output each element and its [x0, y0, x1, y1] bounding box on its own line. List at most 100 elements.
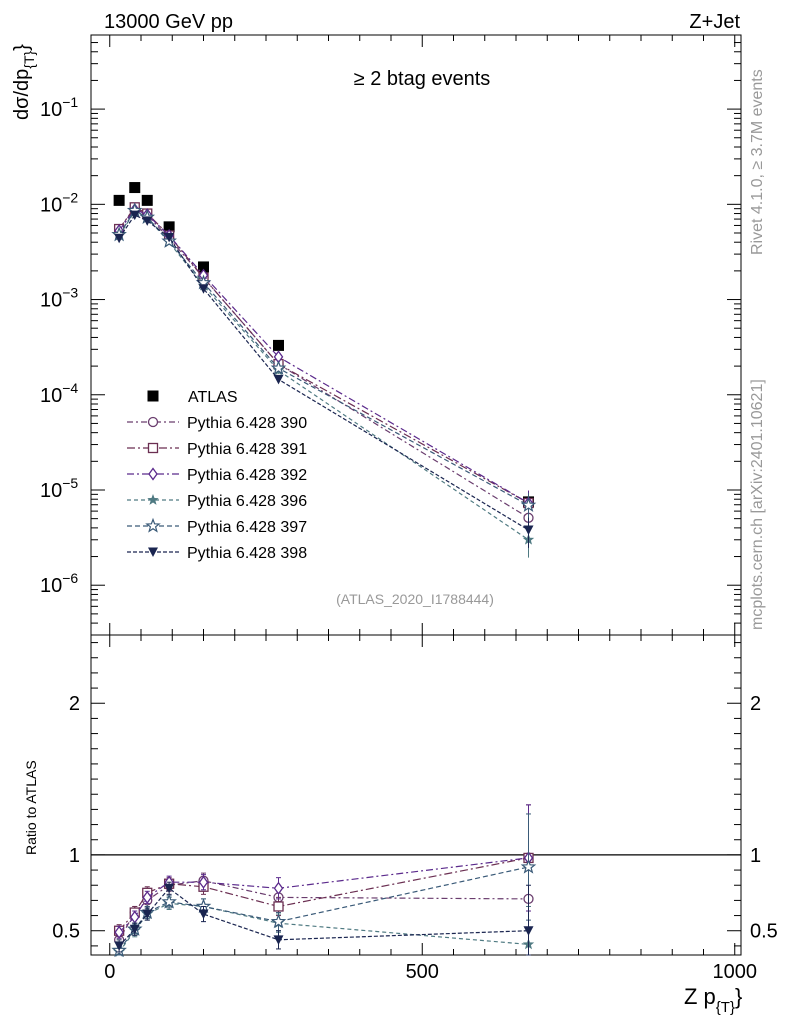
- data-point: [129, 182, 141, 194]
- ratio-y-tick-label: 0.5: [52, 921, 80, 943]
- legend-label: Pythia 6.428 398: [187, 545, 307, 562]
- legend-entry-pythia-6-428-392: Pythia 6.428 392: [127, 467, 307, 484]
- ratio-series-pythia-6-428-391: [113, 804, 534, 938]
- x-tick-label: 1000: [713, 961, 758, 983]
- selection-label: ≥ 2 btag events: [354, 68, 491, 90]
- data-point: [142, 216, 153, 226]
- mcplots-label: mcplots.cern.ch [arXiv:2401.10621]: [749, 379, 766, 630]
- legend-label: Pythia 6.428 397: [187, 519, 307, 536]
- svg-text:Rivet 4.1.0, ≥ 3.7M events: Rivet 4.1.0, ≥ 3.7M events: [749, 69, 766, 255]
- ratio-line: [118, 857, 529, 932]
- data-point: [273, 374, 284, 385]
- series-line: [118, 208, 529, 504]
- svg-text:Z p{T}}: Z p{T}}: [684, 984, 742, 1016]
- legend-marker: [147, 442, 159, 454]
- x-axis-title: Z p{T}}: [684, 984, 742, 1016]
- energy-label: 13000 GeV pp: [104, 11, 233, 33]
- ratio-series-pythia-6-428-390: [113, 852, 534, 947]
- legend-marker: [147, 494, 159, 505]
- ratio-point: [273, 881, 284, 895]
- main-y-tick-label: 10−5: [40, 475, 78, 502]
- data-point: [113, 194, 125, 206]
- legend-label: Pythia 6.428 390: [187, 415, 307, 432]
- legend-entry-pythia-6-428-390: Pythia 6.428 390: [127, 415, 307, 432]
- data-point: [163, 221, 175, 233]
- series-line: [118, 214, 529, 531]
- ratio-series-pythia-6-428-396: [113, 896, 535, 957]
- ratio-line: [118, 880, 529, 941]
- series-pythia-6-428-396: [113, 205, 535, 558]
- legend-entry-pythia-6-428-391: Pythia 6.428 391: [127, 441, 307, 458]
- data-point: [129, 210, 140, 221]
- ratio-line: [118, 887, 529, 947]
- series-pythia-6-428-398: [114, 210, 534, 548]
- ratio-point: [523, 926, 534, 936]
- legend: ATLAS Pythia 6.428 390 Pythia 6.428 391 Pyt…: [127, 389, 307, 562]
- ratio-panel-frame: [90, 634, 742, 956]
- series-atlas: [113, 182, 534, 508]
- legend-marker: [145, 517, 161, 533]
- svg-text:Ratio to ATLAS: Ratio to ATLAS: [23, 760, 39, 855]
- ratio-line: [118, 902, 529, 953]
- ratio-point: [198, 909, 209, 920]
- ratio-point: [161, 893, 177, 909]
- ratio-point: [114, 941, 125, 951]
- data-point: [114, 233, 125, 244]
- legend-label: ATLAS: [188, 389, 238, 406]
- main-y-axis-title: dσ/dp{T}}: [11, 44, 37, 120]
- ratio-y-tick-label: 2: [69, 693, 80, 715]
- main-y-tick-label: 10−1: [40, 94, 78, 121]
- ratio-y-tick-label-right: 2: [750, 693, 761, 715]
- main-y-tick-label: 10−4: [40, 380, 78, 407]
- analysis-label: (ATLAS_2020_I1788444): [336, 591, 494, 607]
- legend-entry-pythia-6-428-398: Pythia 6.428 398: [127, 545, 307, 562]
- legend-entry-pythia-6-428-396: Pythia 6.428 396: [127, 493, 307, 510]
- legend-entry-atlas: ATLAS: [147, 389, 238, 406]
- legend-marker: [148, 467, 158, 481]
- ratio-point: [270, 913, 287, 929]
- ratio-y-tick-label-right: 1: [750, 845, 761, 867]
- rivet-label: Rivet 4.1.0, ≥ 3.7M events: [749, 69, 766, 255]
- ratio-point: [273, 935, 284, 945]
- ratio-series-pythia-6-428-397: [111, 813, 537, 958]
- ratio-point: [142, 890, 153, 904]
- data-point: [198, 284, 209, 294]
- series-pythia-6-428-390: [113, 203, 534, 536]
- main-y-tick-label: 10−3: [40, 285, 78, 312]
- ratio-series-pythia-6-428-392: [114, 804, 534, 939]
- series-line: [118, 210, 529, 541]
- legend-entry-pythia-6-428-397: Pythia 6.428 397: [127, 517, 307, 536]
- data-point: [273, 339, 284, 351]
- ratio-point: [114, 925, 124, 939]
- x-tick-label: 0: [104, 961, 115, 983]
- ratio-y-tick-label-right: 0.5: [750, 921, 778, 943]
- x-tick-label: 500: [406, 961, 439, 983]
- legend-label: Pythia 6.428 391: [187, 441, 307, 458]
- legend-marker: [147, 416, 159, 428]
- ratio-y-tick-label: 1: [69, 845, 80, 867]
- ratio-point: [520, 858, 537, 874]
- ratio-point: [198, 875, 209, 889]
- series-line: [118, 209, 529, 506]
- ratio-point: [129, 924, 140, 935]
- svg-text:mcplots.cern.ch [arXiv:2401.10: mcplots.cern.ch [arXiv:2401.10621]: [749, 379, 766, 630]
- data-point: [523, 525, 534, 536]
- legend-marker: [147, 390, 159, 402]
- main-y-tick-label: 10−6: [40, 570, 78, 597]
- legend-label: Pythia 6.428 396: [187, 493, 307, 510]
- process-label: Z+Jet: [689, 11, 740, 33]
- ratio-series-pythia-6-428-398: [114, 881, 534, 956]
- data-point: [270, 360, 287, 375]
- legend-label: Pythia 6.428 392: [187, 467, 307, 484]
- ratio-y-axis-title: Ratio to ATLAS: [23, 760, 39, 855]
- main-plot-area: 10−1 10−2 10−3 10−4 10−5 10−6: [40, 35, 741, 636]
- data-point: [520, 497, 537, 512]
- legend-marker: [148, 547, 158, 557]
- ratio-point: [164, 883, 175, 894]
- ratio-point: [142, 909, 153, 920]
- data-point: [141, 194, 153, 206]
- ratio-point: [273, 901, 284, 912]
- svg-text:dσ/dp{T}}: dσ/dp{T}}: [11, 44, 37, 120]
- ratio-line: [118, 857, 529, 933]
